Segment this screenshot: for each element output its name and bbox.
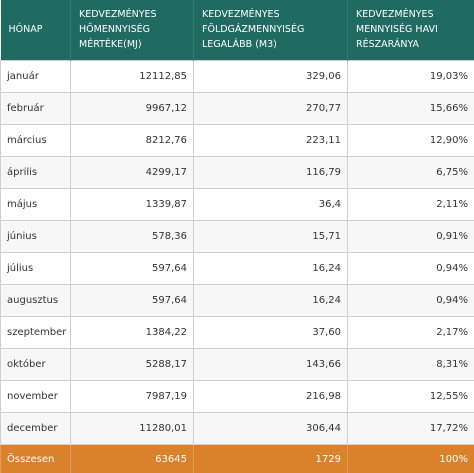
month-cell: április: [0, 155, 71, 189]
value-cell: 597,64: [70, 251, 194, 285]
table-row: május 1339,87 36,4 2,11%: [0, 187, 474, 221]
month-cell: augusztus: [0, 283, 71, 317]
header-row: HÓNAP KEDVEZMÉNYES HŐMENNYISÉG MÉRTÉKE(MJ) K…: [0, 0, 474, 60]
value-cell: 7987,19: [70, 379, 194, 413]
value-cell: 116,79: [193, 155, 348, 189]
table-row: november 7987,19 216,98 12,55%: [0, 379, 474, 413]
table-row: január 12112,85 329,06 19,03%: [0, 59, 474, 93]
value-cell: 223,11: [193, 123, 348, 157]
month-cell: szeptember: [0, 315, 71, 349]
value-cell: 6,75%: [347, 155, 474, 189]
table-row: szeptember 1384,22 37,60 2,17%: [0, 315, 474, 349]
total-value: 1729: [193, 443, 348, 473]
value-cell: 216,98: [193, 379, 348, 413]
value-cell: 5288,17: [70, 347, 194, 381]
header-line: KEDVEZMÉNYES: [356, 9, 434, 21]
value-cell: 19,03%: [347, 59, 474, 93]
value-cell: 4299,17: [70, 155, 194, 189]
value-cell: 12,55%: [347, 379, 474, 413]
header-line: HŐMENNYISÉG: [79, 24, 151, 36]
table-row: március 8212,76 223,11 12,90%: [0, 123, 474, 157]
value-cell: 143,66: [193, 347, 348, 381]
value-cell: 12,90%: [347, 123, 474, 157]
value-cell: 329,06: [193, 59, 348, 93]
table-body: január 12112,85 329,06 19,03% február 9967,12…: [0, 59, 474, 473]
table-row: július 597,64 16,24 0,94%: [0, 251, 474, 285]
value-cell: 2,17%: [347, 315, 474, 349]
total-value: 100%: [347, 443, 474, 473]
value-cell: 37,60: [193, 315, 348, 349]
value-cell: 8212,76: [70, 123, 194, 157]
value-cell: 0,94%: [347, 251, 474, 285]
month-cell: május: [0, 187, 71, 221]
header-line: MÉRTÉKE(MJ): [79, 39, 142, 51]
month-cell: március: [0, 123, 71, 157]
total-label: Összesen: [0, 443, 71, 473]
header-line: HÓNAP: [8, 24, 43, 36]
header-line: KEDVEZMÉNYES: [79, 9, 157, 21]
month-cell: október: [0, 347, 71, 381]
total-value: 63645: [70, 443, 194, 473]
value-cell: 9967,12: [70, 91, 194, 125]
header-cell: KEDVEZMÉNYES MENNYISÉG HAVI RÉSZARÁNYA: [347, 0, 474, 60]
value-cell: 270,77: [193, 91, 348, 125]
value-cell: 11280,01: [70, 411, 194, 445]
header-line: MENNYISÉG HAVI: [356, 24, 438, 36]
value-cell: 15,66%: [347, 91, 474, 125]
value-cell: 17,72%: [347, 411, 474, 445]
header-cell: KEDVEZMÉNYES HŐMENNYISÉG MÉRTÉKE(MJ): [70, 0, 194, 60]
total-row: Összesen 63645 1729 100%: [0, 443, 474, 473]
value-cell: 578,36: [70, 219, 194, 253]
value-cell: 306,44: [193, 411, 348, 445]
header-cell: HÓNAP: [0, 0, 71, 60]
month-cell: február: [0, 91, 71, 125]
value-cell: 12112,85: [70, 59, 194, 93]
month-cell: július: [0, 251, 71, 285]
value-cell: 0,94%: [347, 283, 474, 317]
month-cell: június: [0, 219, 71, 253]
value-cell: 1339,87: [70, 187, 194, 221]
table-row: április 4299,17 116,79 6,75%: [0, 155, 474, 189]
value-cell: 36,4: [193, 187, 348, 221]
header-line: RÉSZARÁNYA: [356, 39, 420, 51]
value-cell: 16,24: [193, 283, 348, 317]
value-cell: 2,11%: [347, 187, 474, 221]
month-cell: december: [0, 411, 71, 445]
header-cell: KEDVEZMÉNYES FÖLDGÁZMENNYISÉG LEGALÁBB (M3…: [193, 0, 348, 60]
header-line: KEDVEZMÉNYES: [202, 9, 280, 21]
value-cell: 1384,22: [70, 315, 194, 349]
table-row: október 5288,17 143,66 8,31%: [0, 347, 474, 381]
value-cell: 15,71: [193, 219, 348, 253]
value-cell: 8,31%: [347, 347, 474, 381]
header-line: LEGALÁBB (M3): [202, 39, 277, 51]
table-row: december 11280,01 306,44 17,72%: [0, 411, 474, 445]
value-cell: 16,24: [193, 251, 348, 285]
value-cell: 0,91%: [347, 219, 474, 253]
header-line: FÖLDGÁZMENNYISÉG: [202, 24, 305, 36]
table-row: február 9967,12 270,77 15,66%: [0, 91, 474, 125]
table-row: augusztus 597,64 16,24 0,94%: [0, 283, 474, 317]
value-cell: 597,64: [70, 283, 194, 317]
month-cell: november: [0, 379, 71, 413]
month-cell: január: [0, 59, 71, 93]
table-row: június 578,36 15,71 0,91%: [0, 219, 474, 253]
